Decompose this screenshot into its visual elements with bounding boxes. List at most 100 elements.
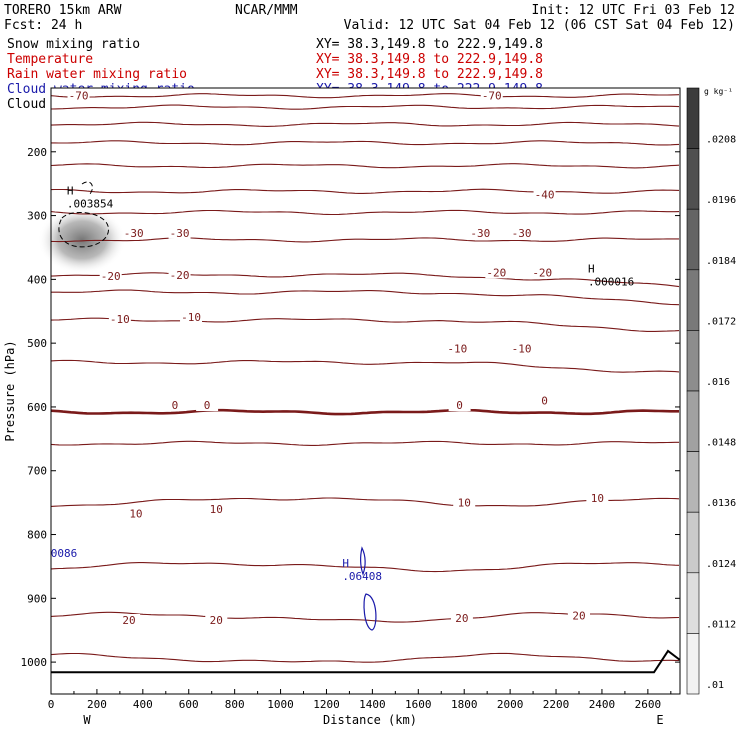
colorbar-label: .0148 [706,438,736,449]
contour-label-bg [124,507,147,520]
temperature-label: 20 [210,614,223,627]
colorbar: .0208 .0196 .0184 .0172 .016 .0148 .0136 .0124.… [686,87,736,695]
x-tick-label: 800 [225,698,245,711]
maximum-marker: H [588,262,595,275]
temperature-label: 10 [210,503,223,516]
legend-item-xy: XY= 38.3,149.8 to 222.9,149.8 [316,67,543,82]
temperature-label: 10 [591,492,604,505]
temperature-label: -30 [170,227,190,240]
temperature-label: 0 [456,399,463,412]
temperature-contour [50,121,680,127]
contour-label-bg [510,226,533,239]
contour-label-bg [118,614,141,627]
temperature-label: -10 [512,342,532,355]
y-tick-label: 1000 [21,656,48,669]
maximum-marker: H [67,185,74,198]
x-tick-label: 200 [87,698,107,711]
contour-label-bg [99,270,122,283]
temperature-label: -10 [181,311,201,324]
temperature-contour [51,289,680,306]
east-endpoint-label: E [656,713,663,727]
temperature-label: -10 [447,342,467,355]
temperature-label: 10 [458,497,471,510]
contour-label-bg [531,266,554,279]
x-tick-label: 1400 [359,698,386,711]
temperature-label: -20 [532,266,552,279]
x-tick-label: 2400 [589,698,616,711]
temperature-contour [50,497,680,507]
contour-label-bg [122,226,145,239]
y-tick-label: 600 [27,401,47,414]
y-tick-label: 900 [27,592,47,605]
temperature-contour [50,163,680,169]
contour-label-bg [480,89,503,102]
contour-label-bg [567,609,590,622]
contour-label-bg [510,342,533,355]
contour-label-bg [205,614,228,627]
colorbar-segment [686,148,700,210]
temperature-label: -20 [101,270,121,283]
snow-contour [58,211,109,248]
temperature-contour [50,317,680,332]
west-endpoint-label: W [83,713,91,727]
temperature-label: 20 [122,614,135,627]
legend-item-xy: XY= 38.3,149.8 to 222.9,149.8 [316,37,543,52]
y-tick-label: 500 [27,337,47,350]
plot-background [51,88,680,694]
mixing-ratio-overlays [58,181,377,631]
contour-label-bg [533,188,556,201]
y-tick-label: 300 [27,210,47,223]
x-tick-label: 600 [179,698,199,711]
contour-label-bg [163,399,186,412]
contour-label-bg [450,612,473,625]
model-title: TORERO 15km ARW [4,3,122,18]
y-tick-label: 800 [27,529,47,542]
x-tick-label: 1800 [451,698,478,711]
colorbar-segment [686,633,700,695]
colorbar-segment [686,330,700,392]
colorbar-label: .01 [706,680,724,691]
legend-item-xy: XY= 38.3,149.8 to 222.9,149.8 [316,52,543,67]
legend-item-name: Temperature [7,52,93,67]
colorbar-label: .0184 [706,256,736,267]
contour-label-bg [180,311,203,324]
temperature-label: 10 [129,507,142,520]
temperature-label: 0 [541,395,548,408]
contour-label-bg [446,342,469,355]
temperature-contour [50,104,680,110]
valid-time: Valid: 12 UTC Sat 04 Feb 12 (06 CST Sat … [344,18,735,33]
temperature-contours [50,93,681,674]
init-time: Init: 12 UTC Fri 03 Feb 12 [532,3,736,18]
plot-frame [50,87,681,695]
contour-label-bg [168,226,191,239]
contour-label-bg [586,492,609,505]
maximum-value: .06408 [342,570,382,583]
colorbar-segment [686,208,700,271]
temperature-contour [50,188,680,194]
temperature-label: -10 [110,313,130,326]
temperature-contour [51,140,680,146]
legend-item-name: Snow mixing ratio [7,37,140,52]
colorbar-label: .0112 [706,619,736,630]
colorbar-label: .0136 [706,498,736,509]
terrain-line [51,649,681,674]
colorbar-segment [686,390,700,452]
x-tick-label: 1000 [267,698,294,711]
x-tick-label: 1200 [313,698,340,711]
contour-label-bg [196,399,219,412]
legend-item-name: Rain water mixing ratio [7,67,187,82]
y-tick-label: 200 [27,146,47,159]
colorbar-segment [686,572,700,634]
x-axis: 0 200 400 600 800 1000 1200 1400 1600 1800 2000 220… [48,689,672,711]
temperature-label: -40 [535,189,555,202]
contour-labels: -70 -70 -40 -30 -30 -30 -30 -20 -20 -20 -20 -10 -10 -… [51,89,634,627]
contour-label-bg [205,503,228,516]
contour-label-bg [108,312,131,325]
x-tick-label: 0 [48,698,55,711]
temperature-contour [50,359,680,373]
colorbar-segment [686,451,700,513]
colorbar-segment [686,269,700,331]
temperature-label: -30 [470,227,490,240]
